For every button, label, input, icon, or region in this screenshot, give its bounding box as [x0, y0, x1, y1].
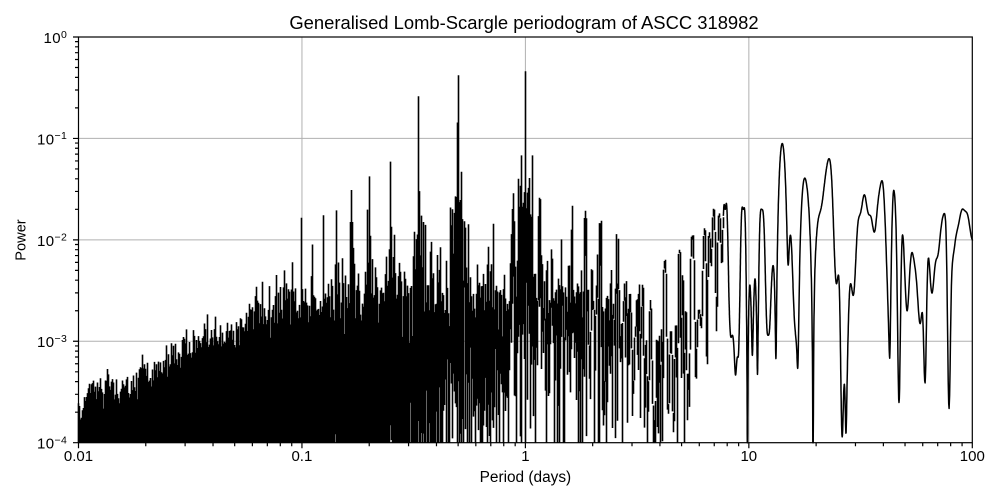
svg-text:10: 10 — [740, 448, 757, 465]
svg-text:Period (days): Period (days) — [480, 469, 572, 486]
svg-text:0.01: 0.01 — [64, 448, 93, 465]
svg-text:0.1: 0.1 — [291, 448, 312, 465]
svg-text:Power: Power — [13, 219, 29, 261]
svg-text:1: 1 — [521, 448, 529, 465]
svg-text:100: 100 — [960, 448, 985, 465]
svg-text:Generalised Lomb-Scargle perio: Generalised Lomb-Scargle periodogram of … — [289, 12, 758, 33]
